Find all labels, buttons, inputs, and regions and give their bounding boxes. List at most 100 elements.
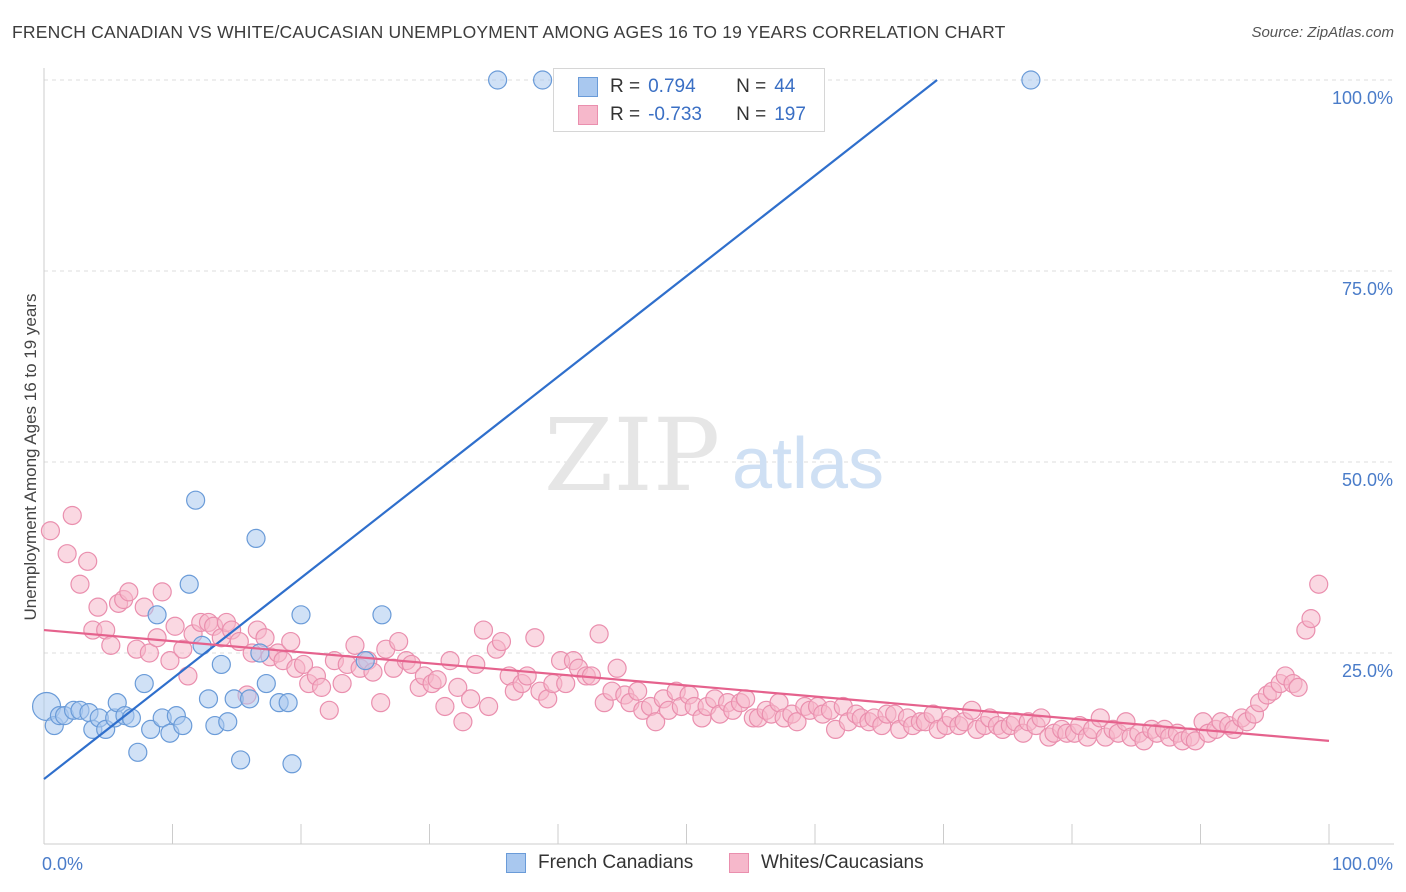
whites-caucasians-point <box>736 689 756 709</box>
whites-caucasians-point <box>101 635 121 655</box>
pink-swatch <box>578 105 598 125</box>
whites-caucasians-point <box>440 651 460 671</box>
whites-caucasians-point <box>160 651 180 671</box>
whites-caucasians-point <box>401 654 422 675</box>
french-canadians-point <box>250 643 270 663</box>
whites-caucasians-point <box>628 681 648 701</box>
whites-caucasians-point <box>311 677 332 697</box>
french-canadians-point <box>141 719 161 740</box>
french-canadians-point <box>231 750 251 770</box>
legend-row-whites-caucasians: R = -0.733 N = 197 <box>578 101 806 129</box>
french-canadians-points <box>31 70 1041 774</box>
whites-caucasians-point <box>525 628 545 648</box>
legend-item-whites-caucasians[interactable]: Whites/Caucasians <box>729 852 924 874</box>
whites-caucasians-point <box>40 521 61 541</box>
whites-caucasians-points <box>40 505 1329 751</box>
trend-lines <box>43 79 1330 780</box>
n-value: 197 <box>774 104 806 125</box>
watermark-zip: ZIP <box>544 397 720 514</box>
whites-caucasians-trend-line <box>43 628 1330 742</box>
whites-caucasians-point <box>427 670 447 690</box>
whites-caucasians-point <box>345 635 365 655</box>
whites-caucasians-point <box>491 631 512 652</box>
whites-caucasians-point <box>473 620 494 640</box>
y-tick-label: 25.0% <box>1342 661 1393 681</box>
whites-caucasians-point <box>517 666 537 686</box>
r-label: R = <box>610 104 641 125</box>
whites-caucasians-point <box>479 696 499 717</box>
n-label: N = <box>736 104 767 125</box>
whites-caucasians-point <box>435 696 455 717</box>
french-canadians-point <box>179 574 199 594</box>
whites-caucasians-point <box>178 666 198 686</box>
french-canadians-point <box>256 673 276 694</box>
whites-caucasians-point <box>78 551 98 571</box>
x-tick-label: 100.0% <box>1332 854 1393 874</box>
whites-caucasians-point <box>1288 677 1308 697</box>
correlation-legend: R = 0.794 N = 44 R = -0.733 N = 197 <box>553 68 825 132</box>
french-canadians-point <box>211 654 231 675</box>
whites-caucasians-point <box>466 654 486 675</box>
french-canadians-point <box>488 70 508 90</box>
whites-caucasians-point <box>461 689 481 709</box>
french-canadians-point <box>278 693 298 713</box>
french-canadians-point <box>1021 70 1041 90</box>
whites-caucasians-point <box>453 712 473 732</box>
whites-caucasians-point <box>556 673 576 694</box>
whites-caucasians-point <box>57 544 77 564</box>
whites-caucasians-point <box>607 658 627 678</box>
whites-caucasians-point <box>1309 574 1329 594</box>
y-tick-label: 75.0% <box>1342 279 1393 299</box>
x-tick-label: 0.0% <box>42 854 83 874</box>
whites-caucasians-point <box>1301 609 1321 629</box>
whites-caucasians-point <box>88 597 108 617</box>
french-canadians-point <box>198 689 219 709</box>
french-canadians-point <box>355 651 375 671</box>
french-canadians-point <box>218 712 238 732</box>
pink-swatch <box>729 853 749 873</box>
whites-caucasians-point <box>70 574 90 594</box>
whites-caucasians-point <box>787 712 807 732</box>
whites-caucasians-point <box>646 712 666 732</box>
whites-caucasians-point <box>62 505 82 526</box>
blue-swatch <box>578 77 598 97</box>
chart-title: FRENCH CANADIAN VS WHITE/CAUCASIAN UNEMP… <box>12 22 1006 42</box>
whites-caucasians-point <box>371 693 391 713</box>
whites-caucasians-point <box>139 643 159 663</box>
whites-caucasians-point <box>1031 708 1051 728</box>
blue-swatch <box>506 853 526 873</box>
grid-lines <box>44 79 1394 654</box>
watermark-atlas: atlas <box>732 424 884 504</box>
axis-labels: 25.0% 50.0% 75.0% 100.0% 0.0% 100.0% <box>42 88 1393 874</box>
french-canadians-trend-line <box>43 79 938 780</box>
french-canadians-point <box>532 70 553 90</box>
whites-caucasians-point <box>281 631 301 652</box>
french-canadians-point <box>246 528 266 549</box>
n-value: 44 <box>774 76 796 97</box>
whites-caucasians-point <box>293 654 314 675</box>
whites-caucasians-point <box>119 582 139 602</box>
chart-source: Source: ZipAtlas.com <box>1251 24 1394 41</box>
legend-label: Whites/Caucasians <box>761 852 924 873</box>
watermark: ZIP atlas <box>544 397 884 514</box>
french-canadians-point <box>173 715 193 736</box>
r-value: 0.794 <box>648 76 696 97</box>
whites-caucasians-point <box>448 677 468 697</box>
y-tick-label: 50.0% <box>1342 470 1393 490</box>
whites-caucasians-point <box>152 582 172 602</box>
french-canadians-point <box>291 605 311 625</box>
whites-caucasians-point <box>389 631 409 652</box>
r-value: -0.733 <box>648 104 702 125</box>
whites-caucasians-point <box>332 673 352 694</box>
whites-caucasians-point <box>589 624 609 644</box>
french-canadians-point <box>134 673 154 694</box>
legend-label: French Canadians <box>538 852 694 873</box>
y-axis-label: Unemployment Among Ages 16 to 19 years <box>21 294 40 621</box>
french-canadians-point <box>128 742 148 762</box>
legend-row-french-canadians: R = 0.794 N = 44 <box>578 73 795 101</box>
french-canadians-point <box>186 490 206 510</box>
legend-item-french-canadians[interactable]: French Canadians <box>506 852 693 874</box>
whites-caucasians-point <box>165 616 185 636</box>
french-canadians-point <box>240 689 260 709</box>
whites-caucasians-point <box>319 700 339 720</box>
